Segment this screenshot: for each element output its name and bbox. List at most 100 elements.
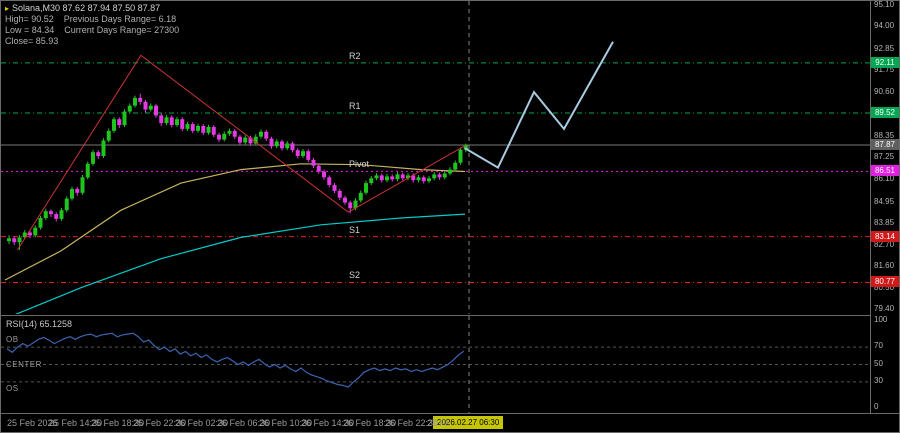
candle-body [348,202,353,209]
candle-body [269,138,274,147]
price-badge: 89.52 [871,107,899,119]
time-axis-label: 25 Feb 22:30 [133,418,187,428]
level-label-pivot: Pivot [349,159,370,170]
info-line-close: Close= 85.93 [5,36,59,46]
candle-body [301,151,305,156]
symbol-marker-icon: ▸ [5,4,10,13]
price-badge: 87.87 [871,138,899,150]
current-time-highlight: 2026.02.27 06:30 [433,416,504,429]
candle-body [295,150,300,156]
candle-body [122,111,127,126]
candle-body [243,137,248,143]
candle-body [311,159,316,166]
price-tick: 84.95 [874,196,895,206]
price-tick: 87.25 [874,152,895,161]
candle-body [337,190,342,198]
candle-body [148,105,153,110]
candle-body [306,151,311,160]
candle-body [217,134,221,140]
price-tick: 83.85 [874,217,895,227]
candle-body [138,97,143,102]
candle-body [353,200,358,209]
candle-body [106,130,111,141]
candle-body [75,188,80,193]
candle-body [180,119,185,129]
candle-body [22,232,27,238]
candle-body [327,177,332,185]
candle-body [7,238,11,242]
ma-slow-line [14,213,466,314]
candle-body [85,163,90,178]
candle-body [206,127,211,133]
forecast-projection-line [464,41,614,170]
candle-body [400,174,405,179]
time-axis-label: 26 Feb 22:30 [385,418,439,428]
price-badge: 92.11 [871,56,899,68]
candle-body [437,174,442,178]
candle-body [332,185,337,191]
price-tick: 94.00 [874,21,895,31]
rsi-indicator-panel[interactable]: RSI(14) 65.1258 OB CENTER OS [1,315,870,413]
candle-body [101,140,106,156]
level-label-s2: S2 [349,270,361,281]
candle-body [17,237,22,243]
chart-title: Solana,M30 87.62 87.94 87.50 87.87 [12,3,161,13]
candle-body [374,175,379,179]
level-label-s1: S1 [349,224,361,235]
rsi-indicator-label: RSI(14) 65.1258 [6,319,73,329]
candle-body [38,218,43,228]
candle-body [91,152,95,164]
candle-body [322,171,326,178]
time-axis-label: 25 Feb 14:30 [49,418,103,428]
time-axis-label: 26 Feb 10:30 [259,418,313,428]
price-tick: 81.60 [874,261,895,271]
candle-body [385,176,389,181]
candle-body [164,117,169,124]
candle-body [290,143,295,151]
candle-body [232,130,237,137]
candle-body [59,210,64,219]
candle-body [133,97,137,106]
ma-fast-line [4,163,466,281]
candle-body [379,175,384,181]
price-tick: 90.60 [874,87,895,97]
candle-body [274,141,279,147]
chart-legend: ▸ Solana,M30 87.62 87.94 87.50 87.87 High… [5,3,179,47]
time-axis-label: 25 Feb 2026 [7,418,58,428]
price-tick: 88.35 [874,130,895,140]
rsi-zone-label-center: CENTER [6,359,42,369]
price-tick: 79.40 [874,304,895,313]
candle-body [190,124,195,131]
candle-body [442,173,447,178]
candle-body [264,131,269,139]
price-chart-panel[interactable]: ▸ Solana,M30 87.62 87.94 87.50 87.87 High… [1,1,870,314]
price-tick: 86.10 [874,174,895,184]
candle-body [112,119,116,131]
candle-body [421,177,426,182]
time-axis-label: 26 Feb 06:30 [217,418,271,428]
time-axis[interactable]: 2026.02.27 06:30 25 Feb 2026 25 Feb 14:30… [1,413,899,432]
rsi-axis-tick: 100 [874,315,888,324]
candle-body [406,175,410,179]
level-label-r1: R1 [349,101,361,112]
time-axis-label: 26 Feb 02:30 [175,418,229,428]
candle-body [222,133,227,140]
candle-body [427,178,431,182]
candle-body [253,136,258,144]
candle-body [201,126,206,133]
candle-body [316,165,321,172]
candle-body [259,131,263,137]
candle-body [185,124,190,129]
candle-body [227,130,232,134]
candle-body [432,174,437,179]
price-axis[interactable]: 95.1094.0092.8591.7590.6089.4588.3587.25… [870,1,899,432]
price-badge: 80.77 [871,276,899,288]
candle-body [43,211,48,218]
candle-body [463,145,468,150]
price-tick: 91.75 [874,64,895,74]
price-tick: 82.70 [874,240,895,250]
candle-body [159,115,164,124]
rsi-chart [1,316,870,413]
rsi-axis-tick: 30 [874,375,883,385]
candle-body [117,119,122,125]
